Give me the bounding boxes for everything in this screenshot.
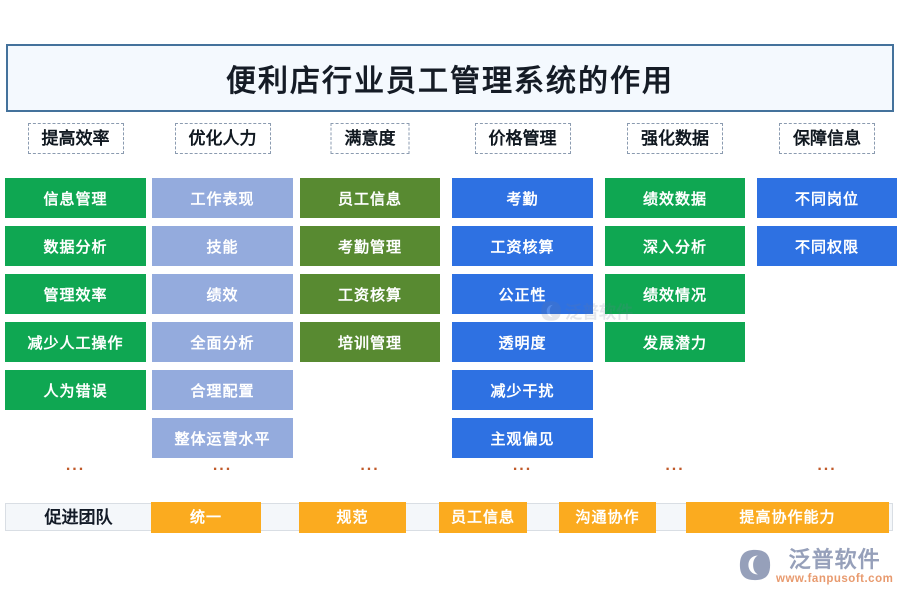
ellipsis-more: ... [360,457,380,474]
diagram-node: 工资核算 [300,274,440,314]
column-boxes: 考勤 工资核算 公正性 透明度 减少干扰 主观偏见 [452,178,593,466]
diagram-node: 培训管理 [300,322,440,362]
page-title: 便利店行业员工管理系统的作用 [226,65,674,98]
diagram-node: 主观偏见 [452,418,593,458]
strip-node: 统一 [151,502,261,533]
diagram-node: 透明度 [452,322,593,362]
fanpu-logo-icon [739,549,771,581]
column-boxes: 不同岗位 不同权限 [757,178,897,274]
diagram-node: 考勤 [452,178,593,218]
diagram-node: 发展潜力 [605,322,745,362]
column-hr-optimize: 优化人力 工作表现 技能 绩效 全面分析 合理配置 整体运营水平 ... [152,123,293,483]
ellipsis-more: ... [817,457,837,474]
diagram-node: 全面分析 [152,322,293,362]
diagram-node: 整体运营水平 [152,418,293,458]
diagram-node: 绩效 [152,274,293,314]
diagram-node: 不同权限 [757,226,897,266]
column-boxes: 信息管理 数据分析 管理效率 减少人工操作 人为错误 [5,178,146,418]
column-boxes: 工作表现 技能 绩效 全面分析 合理配置 整体运营水平 [152,178,293,466]
diagram-node: 考勤管理 [300,226,440,266]
diagram-node: 员工信息 [300,178,440,218]
diagram-node: 不同岗位 [757,178,897,218]
column-info-security: 保障信息 不同岗位 不同权限 ... [757,123,897,483]
ellipsis-more: ... [512,457,533,474]
category-chip-satisfaction: 满意度 [330,123,410,154]
diagram-node: 工作表现 [152,178,293,218]
diagram-node: 绩效情况 [605,274,745,314]
strip-node: 规范 [299,502,406,533]
diagram-node: 信息管理 [5,178,146,218]
category-chip-efficiency: 提高效率 [27,123,124,154]
title-banner: 便利店行业员工管理系统的作用 [6,44,894,112]
column-satisfaction: 满意度 员工信息 考勤管理 工资核算 培训管理 ... [300,123,440,483]
diagram-node: 减少干扰 [452,370,593,410]
ellipsis-more: ... [65,457,86,474]
bottom-strip-team: 促进团队 统一 规范 员工信息 沟通协作 提高协作能力 [5,502,893,533]
diagram-node: 数据分析 [5,226,146,266]
diagram-node: 深入分析 [605,226,745,266]
diagram-node: 绩效数据 [605,178,745,218]
logo-url: www.fanpusoft.com [776,573,894,585]
category-chip-info-security: 保障信息 [779,123,875,154]
strip-label: 促进团队 [44,508,113,527]
strip-node: 员工信息 [439,502,527,533]
diagram-node: 人为错误 [5,370,146,410]
ellipsis-more: ... [665,457,685,474]
strip-node: 沟通协作 [559,502,656,533]
category-chip-hr-optimize: 优化人力 [174,123,271,154]
fanpu-branding: 泛普软件 www.fanpusoft.com [738,548,893,586]
logo-text-block: 泛普软件 www.fanpusoft.com [776,548,893,586]
strip-node: 提高协作能力 [686,502,889,533]
diagram-node: 管理效率 [5,274,146,314]
category-chip-data-strengthen: 强化数据 [627,123,723,154]
column-boxes: 员工信息 考勤管理 工资核算 培训管理 [300,178,440,370]
diagram-node: 工资核算 [452,226,593,266]
ellipsis-more: ... [212,457,233,474]
logo-name: 泛普软件 [788,547,881,572]
diagram-node: 公正性 [452,274,593,314]
diagram-node: 合理配置 [152,370,293,410]
category-chip-price-management: 价格管理 [474,123,571,154]
column-efficiency: 提高效率 信息管理 数据分析 管理效率 减少人工操作 人为错误 ... [5,123,146,483]
column-data-strengthen: 强化数据 绩效数据 深入分析 绩效情况 发展潜力 ... [605,123,745,483]
diagram-node: 减少人工操作 [5,322,146,362]
diagram-node: 技能 [152,226,293,266]
column-boxes: 绩效数据 深入分析 绩效情况 发展潜力 [605,178,745,370]
column-price-management: 价格管理 考勤 工资核算 公正性 透明度 减少干扰 主观偏见 ... [452,123,593,483]
